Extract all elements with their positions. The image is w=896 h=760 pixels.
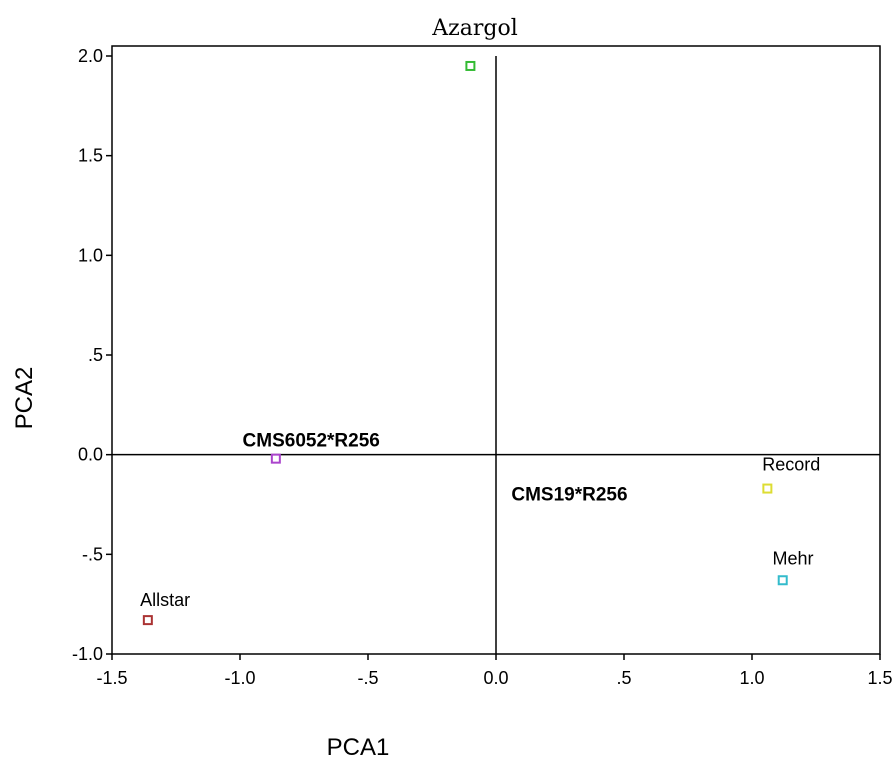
scatter-point [142, 615, 153, 626]
point-annotation: Allstar [140, 590, 190, 610]
scatter-point [270, 453, 281, 464]
point-annotation: Mehr [772, 548, 813, 568]
y-axis-ticks: 2.0 1.5 1.0 .5 0.0 -.5 -1.0 [72, 46, 112, 664]
data-points [142, 60, 788, 626]
y-tick-label: -1.0 [72, 644, 103, 664]
reference-lines [112, 56, 880, 654]
point-annotation: CMS6052*R256 [243, 431, 380, 452]
x-tick-label: 1.5 [867, 668, 892, 688]
y-tick-label: 0.0 [78, 445, 103, 465]
x-tick-label: 0.0 [483, 668, 508, 688]
scatter-point [762, 483, 773, 494]
scatter-point [465, 60, 476, 71]
chart-title: Azargol [431, 16, 517, 41]
x-axis-label: PCA1 [327, 734, 390, 760]
x-axis-ticks: -1.5 -1.0 -.5 0.0 .5 1.0 1.5 [96, 654, 893, 688]
x-tick-label: -.5 [357, 668, 378, 688]
y-axis-label: PCA2 [11, 367, 38, 430]
y-tick-label: -.5 [82, 544, 103, 564]
x-tick-label: 1.0 [739, 668, 764, 688]
point-annotations: Allstar Record Mehr CMS6052*R256 CMS19*R256 [140, 431, 820, 610]
y-tick-label: .5 [88, 345, 103, 365]
y-tick-label: 1.0 [78, 245, 103, 265]
x-tick-label: .5 [616, 668, 631, 688]
scatter-point [777, 575, 788, 586]
x-tick-label: -1.5 [96, 668, 127, 688]
y-tick-label: 1.5 [78, 146, 103, 166]
x-tick-label: -1.0 [224, 668, 255, 688]
y-tick-label: 2.0 [78, 46, 103, 66]
point-annotation: Record [762, 455, 820, 475]
point-annotation: CMS19*R256 [511, 485, 627, 506]
